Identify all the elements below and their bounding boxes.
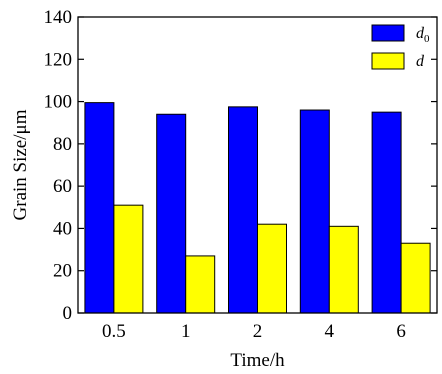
plot-frame bbox=[77, 16, 438, 314]
bar-d0-6 bbox=[371, 111, 402, 314]
y-tick-label: 60 bbox=[53, 176, 72, 197]
bar-d0-2 bbox=[228, 106, 258, 314]
legend-label-d0-subscript: 0 bbox=[424, 33, 430, 45]
legend-label-d: d bbox=[416, 53, 425, 70]
y-tick-label: 40 bbox=[53, 218, 72, 239]
bar-d0-1 bbox=[156, 113, 187, 314]
bar-d-1 bbox=[185, 255, 216, 314]
y-tick-label: 120 bbox=[44, 49, 73, 70]
y-tick-label: 20 bbox=[53, 261, 72, 282]
legend-label-d0: d0 bbox=[416, 25, 430, 45]
legend-label-d0-main: d bbox=[416, 25, 425, 42]
bar-d-4 bbox=[328, 225, 359, 314]
bar-d-2 bbox=[257, 223, 287, 314]
x-tick-label: 2 bbox=[253, 321, 263, 342]
x-tick-label: 4 bbox=[325, 321, 335, 342]
x-tick-label: 1 bbox=[181, 321, 191, 342]
legend-swatch-d bbox=[371, 52, 405, 70]
x-axis-title: Time/h bbox=[230, 350, 285, 371]
y-axis-ticks: 0 20 40 60 80 100 120 140 bbox=[44, 7, 437, 324]
bar-d-6 bbox=[400, 242, 431, 314]
y-tick-label: 80 bbox=[53, 134, 72, 155]
y-tick-label: 140 bbox=[44, 7, 73, 28]
x-tick-label: 0.5 bbox=[102, 321, 126, 342]
y-tick-label: 0 bbox=[63, 303, 73, 324]
bar-d-0.5 bbox=[113, 204, 144, 314]
legend-swatch-d0 bbox=[371, 24, 405, 42]
bar-d0-0.5 bbox=[84, 102, 115, 314]
x-tick-label: 6 bbox=[396, 321, 406, 342]
bars-group bbox=[84, 102, 431, 314]
x-axis-ticks: 0.5 1 2 4 6 bbox=[102, 321, 406, 342]
bar-d0-4 bbox=[299, 109, 330, 314]
y-axis-title: Grain Size/μm bbox=[10, 109, 31, 220]
legend: d0 d bbox=[371, 24, 430, 70]
y-tick-label: 100 bbox=[44, 92, 73, 113]
